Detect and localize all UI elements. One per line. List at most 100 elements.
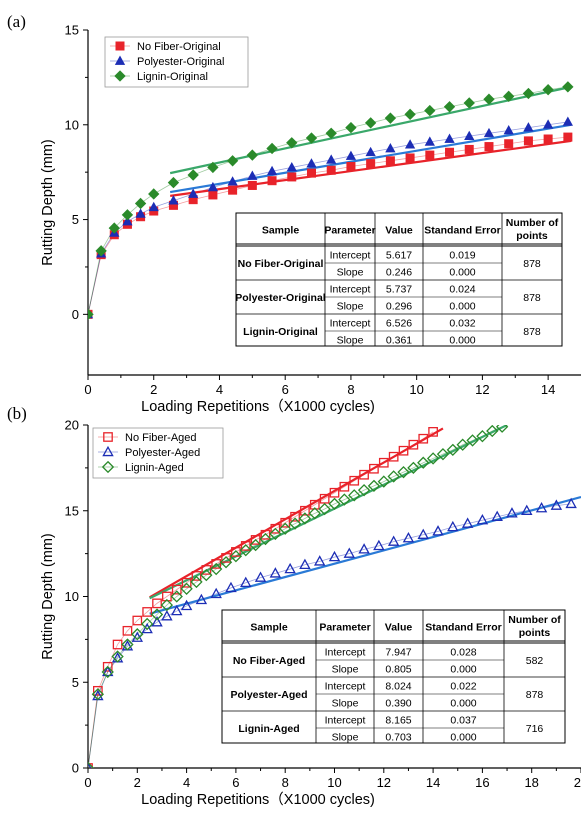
table-points: 878 (526, 689, 544, 701)
x-tick-label: 2 (150, 382, 157, 397)
data-point (266, 165, 278, 176)
table-value: 0.390 (385, 698, 411, 710)
data-point (461, 517, 474, 528)
data-point (111, 650, 124, 663)
data-point (339, 481, 350, 492)
data-point (358, 543, 370, 554)
data-point (445, 147, 455, 157)
table-value: 0.296 (386, 301, 412, 313)
data-point (476, 514, 489, 525)
data-point (280, 517, 291, 528)
data-point (201, 565, 212, 575)
data-point (207, 181, 219, 192)
data-point (227, 176, 238, 186)
legend-label: Lignin-Aged (125, 462, 184, 474)
data-point (408, 439, 419, 450)
table-parameter: Slope (332, 732, 359, 744)
x-tick-label: 8 (347, 382, 354, 397)
table-error: 0.037 (450, 715, 476, 727)
data-point (313, 555, 326, 566)
x-tick-label: 16 (475, 775, 489, 790)
data-point (211, 559, 222, 569)
plot-area (88, 81, 574, 321)
data-point (343, 547, 356, 558)
data-point (367, 479, 381, 493)
data-point (328, 550, 341, 562)
data-point (140, 617, 154, 631)
data-point (239, 544, 252, 557)
legend-marker (103, 432, 113, 442)
data-point (249, 538, 262, 552)
data-point (254, 571, 267, 582)
table-parameter: Intercept (325, 681, 366, 693)
data-point (504, 139, 514, 149)
y-tick-label: 20 (65, 418, 79, 433)
data-point (456, 438, 469, 451)
legend-label: Lignin-Original (137, 71, 208, 83)
data-point (365, 146, 376, 157)
x-axis-title: Loading Repetitions（X1000 cycles) (141, 791, 375, 808)
data-point (286, 161, 297, 172)
data-point (286, 137, 298, 149)
data-point (464, 130, 475, 141)
data-point (259, 532, 272, 546)
data-point (161, 610, 173, 621)
data-point (207, 161, 219, 174)
data-point (384, 112, 397, 124)
table-value: 6.526 (386, 318, 412, 330)
data-point (484, 142, 494, 152)
data-point (195, 593, 208, 605)
table-value: 0.805 (385, 664, 411, 676)
data-point (446, 443, 459, 457)
y-axis-title: Rutting Depth (mm) (40, 533, 56, 660)
table-value: 5.737 (386, 284, 412, 296)
data-point (369, 463, 379, 474)
table-value: 5.617 (386, 250, 412, 262)
data-point (418, 433, 429, 444)
data-point (305, 132, 318, 144)
table-points: 878 (523, 326, 541, 338)
data-point (240, 576, 252, 587)
data-point (306, 158, 317, 168)
legend-box (104, 36, 249, 88)
data-point (171, 584, 182, 595)
data-point (122, 216, 133, 226)
data-point (417, 528, 429, 539)
legend-label: No Fiber-Original (137, 41, 221, 53)
data-point (523, 122, 534, 132)
table-value: 8.024 (385, 681, 411, 693)
data-point (364, 117, 377, 129)
table-header: Standand Error (424, 225, 500, 237)
fit-line-1 (169, 123, 572, 194)
data-point (329, 487, 340, 498)
x-tick-label: 6 (282, 382, 289, 397)
data-point (535, 501, 548, 513)
data-point (88, 761, 95, 768)
data-point (483, 93, 495, 105)
x-tick-label: 4 (216, 382, 223, 397)
table-sample-name: Lignin-Original (243, 326, 318, 338)
x-tick-label: 12 (377, 775, 391, 790)
table-parameter: Slope (337, 301, 364, 313)
data-point (424, 136, 435, 146)
data-point (542, 84, 554, 96)
data-point (132, 615, 143, 626)
table-sample-name: No Fiber-Original (238, 258, 324, 270)
legend-marker (114, 55, 126, 65)
data-point (190, 575, 203, 589)
data-point (503, 125, 514, 135)
data-point (426, 452, 440, 465)
data-point (562, 116, 573, 126)
x-tick-label: 12 (475, 382, 489, 397)
data-point (246, 149, 259, 161)
table-error: 0.032 (449, 318, 475, 330)
table-sample-name: Polyester-Original (235, 292, 326, 304)
table-points: 878 (523, 258, 541, 270)
data-point (387, 470, 400, 483)
data-point (562, 81, 574, 93)
data-point (300, 505, 310, 516)
data-point (565, 497, 577, 509)
table-error: 0.019 (449, 250, 475, 262)
data-point (385, 143, 396, 153)
